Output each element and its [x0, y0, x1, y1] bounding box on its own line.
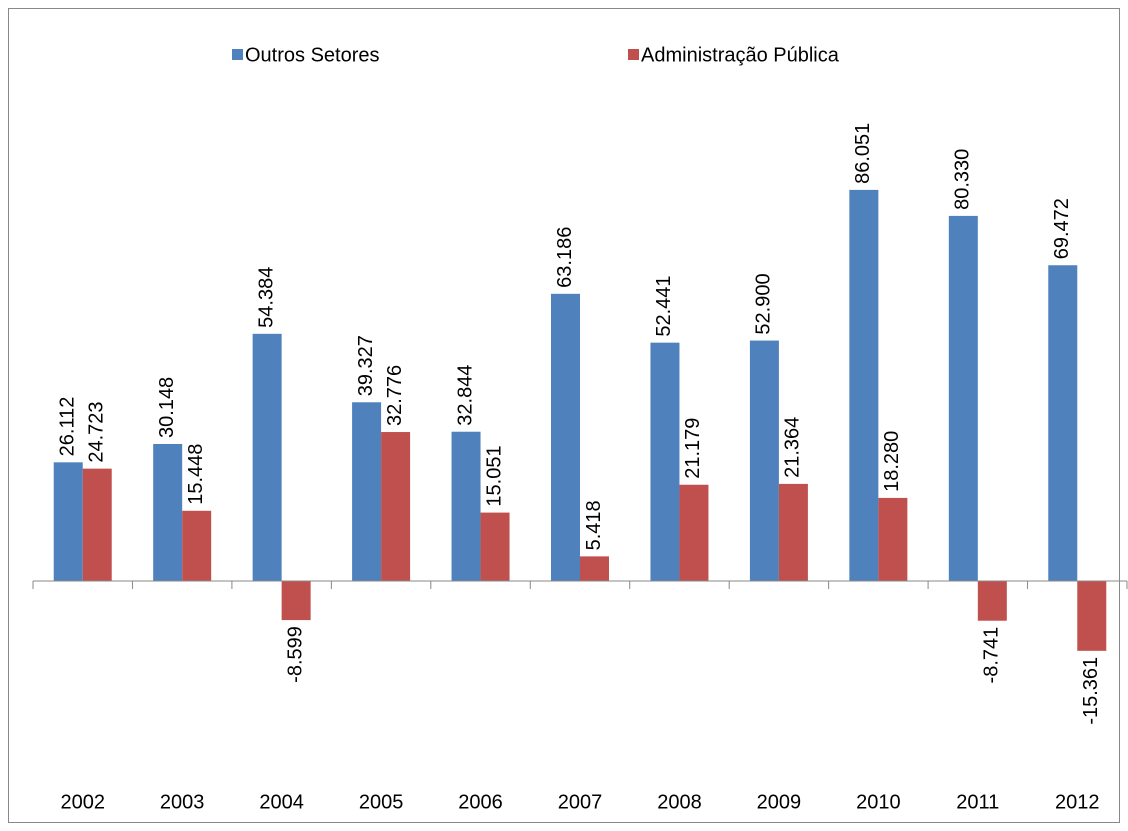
bar	[82, 468, 112, 581]
legend-swatch	[628, 49, 639, 60]
bar	[252, 333, 282, 581]
bar	[182, 510, 212, 581]
x-tick-label: 2006	[458, 791, 503, 813]
bar	[381, 432, 411, 581]
value-label: 32.844	[454, 365, 476, 426]
x-tick-label: 2011	[956, 791, 999, 813]
value-label: 30.148	[156, 377, 178, 438]
value-label: 32.776	[384, 365, 406, 426]
bar	[281, 581, 311, 621]
legend-swatch	[232, 49, 243, 60]
x-tick-label: 2003	[160, 791, 205, 813]
value-label: 86.051	[852, 123, 874, 184]
bar	[1077, 581, 1107, 651]
bar	[778, 483, 808, 581]
bar	[1048, 265, 1078, 581]
value-label: 54.384	[255, 267, 277, 328]
bar	[977, 581, 1007, 621]
x-tick-label: 2002	[60, 791, 105, 813]
value-label: -8.741	[981, 627, 1003, 684]
x-tick-label: 2007	[558, 791, 603, 813]
value-label: 39.327	[355, 335, 377, 396]
x-tick-label: 2012	[1055, 791, 1100, 813]
bar	[551, 293, 580, 581]
x-tick-label: 2004	[259, 791, 304, 813]
value-label: 24.723	[86, 401, 108, 462]
legend-label: Administração Pública	[641, 44, 840, 66]
bar	[153, 443, 183, 581]
value-label: 21.179	[682, 418, 704, 479]
x-tick-label: 2009	[757, 791, 802, 813]
bar	[53, 462, 83, 581]
value-label: -8.599	[284, 626, 306, 683]
legend-label: Outros Setores	[245, 44, 380, 66]
bar	[749, 340, 779, 581]
bar	[650, 342, 680, 581]
bar	[352, 402, 382, 581]
value-label: 63.186	[554, 227, 576, 288]
value-label: 69.472	[1051, 198, 1073, 259]
bar	[480, 512, 510, 581]
value-label: 80.330	[952, 149, 974, 210]
value-label: 15.448	[185, 444, 207, 505]
bar	[580, 556, 609, 581]
value-label: -15.361	[1080, 657, 1102, 725]
value-label: 18.280	[881, 431, 903, 492]
value-label: 5.418	[583, 500, 605, 550]
value-label: 52.441	[653, 275, 675, 336]
bar	[948, 215, 978, 581]
bar	[878, 497, 908, 581]
bar	[849, 189, 879, 582]
bar	[679, 484, 709, 581]
bar	[451, 431, 481, 581]
value-label: 21.364	[782, 417, 804, 478]
x-tick-label: 2010	[856, 791, 901, 813]
value-label: 52.900	[753, 273, 775, 334]
x-tick-label: 2008	[657, 791, 702, 813]
value-label: 26.112	[57, 397, 79, 457]
value-label: 15.051	[483, 445, 505, 506]
x-tick-label: 2005	[359, 791, 404, 813]
